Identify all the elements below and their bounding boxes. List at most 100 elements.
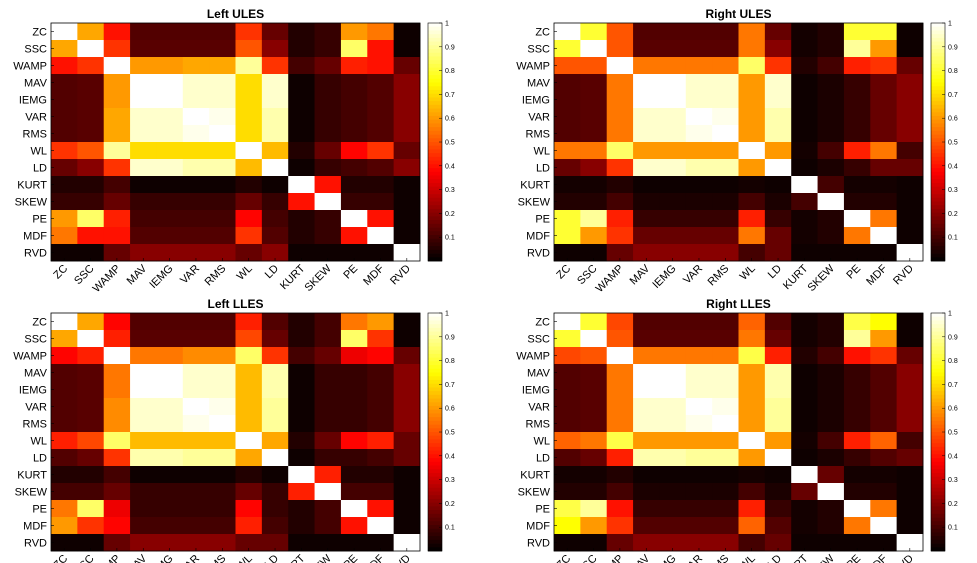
heatmap-cell — [77, 91, 105, 109]
colorbar-segment — [428, 476, 442, 481]
heatmap-cell — [393, 364, 421, 382]
heatmap-cell — [685, 108, 713, 126]
colorbar-tick-label: 0.1 — [948, 525, 958, 532]
heatmap-cell — [182, 159, 210, 177]
heatmap-cell — [896, 227, 924, 245]
heatmap-cell — [367, 193, 395, 211]
heatmap-cell — [288, 74, 315, 92]
colorbar-segment — [428, 41, 442, 46]
heatmap-cell — [209, 40, 236, 58]
heatmap-cell — [791, 91, 818, 109]
heatmap-cell — [685, 483, 713, 501]
colorbar-segment — [428, 71, 442, 76]
chart-title: Left ULES — [207, 7, 264, 21]
colorbar-tick-label: 1 — [948, 311, 952, 318]
heatmap-cell — [843, 364, 871, 382]
heatmap-cell — [633, 159, 660, 177]
heatmap-cell — [182, 142, 210, 160]
heatmap-cell — [340, 159, 368, 177]
x-tick-label: RVD — [388, 263, 413, 288]
heatmap-cell — [156, 210, 184, 228]
colorbar-segment — [428, 168, 442, 173]
heatmap-cell — [633, 244, 660, 262]
axes-frame — [553, 312, 924, 552]
y-tick-label: PE — [32, 504, 47, 516]
colorbar-tick-label: 0.8 — [948, 358, 958, 365]
heatmap-cell — [314, 142, 342, 160]
colorbar-segment — [931, 491, 945, 496]
heatmap-cell — [843, 313, 871, 331]
heatmap-cell — [685, 534, 713, 552]
heatmap-cell — [633, 381, 660, 399]
heatmap-cell — [633, 500, 660, 518]
heatmap-cell — [288, 125, 315, 143]
heatmap-cell — [51, 466, 78, 484]
heatmap-cell — [817, 398, 845, 416]
x-tick-label: MAV — [628, 262, 653, 287]
heatmap-cell — [843, 415, 871, 433]
heatmap-cell — [764, 398, 792, 416]
heatmap-cell — [103, 125, 131, 143]
heatmap-cell — [288, 313, 315, 331]
heatmap-cell — [314, 244, 342, 262]
heatmap-cell — [606, 534, 634, 552]
colorbar-segment — [931, 335, 945, 340]
heatmap-cell — [288, 159, 315, 177]
heatmap-cell — [633, 330, 660, 348]
colorbar-segment — [931, 539, 945, 544]
heatmap-cell — [685, 381, 713, 399]
x-tick-label: MAV — [125, 552, 150, 563]
colorbar-segment — [931, 350, 945, 355]
colorbar-segment — [931, 234, 945, 240]
colorbar-segment — [931, 130, 945, 135]
heatmap-panel: Left ULESZCSSCWAMPMAVIEMGVARRMSWLLDKURTS… — [13, 7, 455, 295]
heatmap-cell — [712, 432, 739, 450]
colorbar-tick-label: 0.3 — [445, 187, 455, 194]
x-tick-label: LD — [263, 263, 281, 281]
y-tick-label: MDF — [23, 231, 47, 243]
heatmap-cell — [340, 398, 368, 416]
heatmap-cell — [870, 227, 898, 245]
heatmap-cell — [712, 91, 739, 109]
y-tick-label: WAMP — [13, 61, 47, 73]
heatmap-cell — [659, 210, 687, 228]
colorbar-tick-label: 0.2 — [948, 211, 958, 218]
x-tick-label: WL — [235, 553, 255, 563]
heatmap-cell — [738, 74, 766, 92]
heatmap-cell — [209, 483, 236, 501]
heatmap-cell — [393, 244, 421, 262]
colorbar-segment — [428, 56, 442, 61]
x-tick-label: RVD — [891, 553, 916, 563]
heatmap-cell — [554, 176, 581, 194]
heatmap-cell — [896, 142, 924, 160]
heatmap-cell — [130, 330, 157, 348]
heatmap-cell — [843, 159, 871, 177]
heatmap-cell — [51, 347, 78, 365]
heatmap-cell — [738, 244, 766, 262]
x-tick-label: RMS — [203, 263, 229, 289]
heatmap-cell — [791, 330, 818, 348]
heatmap-cell — [209, 74, 236, 92]
colorbar-segment — [931, 480, 945, 485]
colorbar-segment — [931, 168, 945, 173]
heatmap-cell — [712, 227, 739, 245]
colorbar-segment — [428, 484, 442, 489]
y-tick-label: SKEW — [518, 487, 551, 499]
heatmap-cell — [393, 398, 421, 416]
colorbar-segment — [428, 398, 442, 403]
heatmap-cell — [261, 74, 289, 92]
heatmap-cell — [791, 415, 818, 433]
x-tick-label: PE — [844, 553, 863, 563]
heatmap-cell — [367, 227, 395, 245]
colorbar-segment — [428, 335, 442, 340]
heatmap-cell — [712, 347, 739, 365]
heatmap-cell — [554, 91, 581, 109]
heatmap-cell — [606, 449, 634, 467]
heatmap-cell — [393, 193, 421, 211]
heatmap-cell — [712, 534, 739, 552]
heatmap-cell — [235, 159, 263, 177]
heatmap-cell — [156, 432, 184, 450]
heatmap-cell — [870, 500, 898, 518]
colorbar-segment — [428, 134, 442, 139]
colorbar-segment — [428, 231, 442, 236]
